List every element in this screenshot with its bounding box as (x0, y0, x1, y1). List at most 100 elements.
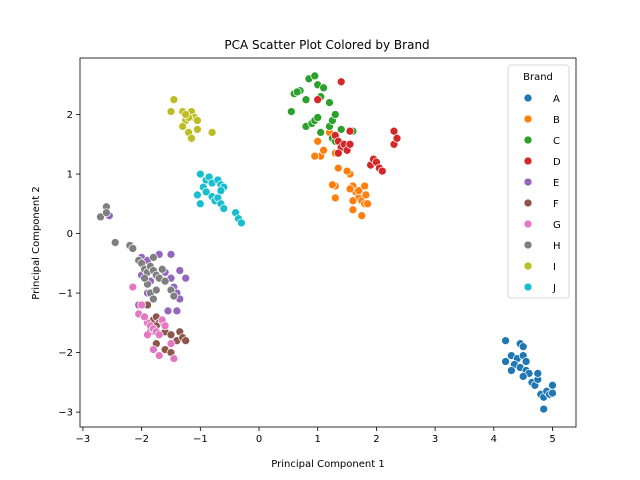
point-brand-c-8 (319, 83, 328, 93)
point-brand-i-8 (178, 122, 188, 131)
point-brand-d-0 (313, 95, 323, 105)
point-brand-e-6 (181, 273, 191, 283)
legend-label-i: I (553, 262, 556, 273)
point-brand-f-10 (181, 336, 191, 346)
legend-marker-g (523, 219, 533, 229)
y-axis-label: Principal Component 2 (31, 186, 42, 299)
point-brand-g-0 (128, 282, 138, 292)
x-tick-label-1: 1 (315, 434, 321, 445)
point-brand-j-0 (195, 169, 205, 179)
point-brand-d-17 (333, 148, 343, 158)
legend-label-c: C (553, 136, 560, 147)
point-brand-i-6 (193, 116, 202, 125)
point-brand-d-13 (377, 166, 387, 176)
y-tick-label-0: 0 (67, 229, 73, 240)
point-brand-b-8 (330, 193, 340, 203)
x-tick-label-2: 2 (373, 434, 379, 445)
point-brand-c-0 (286, 107, 296, 116)
point-brand-h-2 (102, 208, 111, 218)
point-brand-a-24 (507, 366, 516, 375)
point-brand-g-2 (137, 300, 146, 310)
point-brand-c-5 (310, 71, 320, 81)
point-brand-g-7 (154, 330, 164, 340)
point-brand-b-0 (313, 136, 323, 146)
point-brand-b-24 (342, 166, 352, 176)
point-brand-h-5 (128, 244, 138, 253)
x-tick-label-3: 3 (432, 434, 438, 445)
point-brand-e-12 (172, 306, 182, 316)
x-tick-label--2: −2 (134, 434, 149, 445)
legend-label-g: G (553, 220, 561, 231)
point-brand-e-13 (163, 306, 173, 316)
legend-marker-b (523, 114, 533, 124)
legend-marker-c (523, 135, 533, 145)
point-brand-c-22 (325, 98, 334, 107)
legend-marker-j (523, 282, 533, 292)
chart-title: PCA Scatter Plot Colored by Brand (224, 38, 429, 52)
legend-label-e: E (553, 178, 559, 189)
point-brand-b-25 (310, 151, 320, 161)
point-brand-e-4 (166, 250, 176, 259)
point-brand-d-6 (345, 139, 355, 149)
x-tick-label-0: 0 (256, 434, 262, 445)
point-brand-h-23 (160, 276, 170, 286)
x-axis-label: Principal Component 1 (271, 459, 384, 470)
point-brand-j-18 (237, 218, 246, 228)
point-brand-g-11 (154, 351, 164, 360)
legend-label-f: F (553, 199, 559, 210)
point-brand-h-18 (151, 285, 161, 295)
x-tick-label-4: 4 (491, 434, 497, 445)
legend-marker-d (523, 156, 533, 166)
legend-label-h: H (553, 241, 561, 252)
legend-marker-h (523, 240, 533, 250)
legend-marker-e (523, 177, 533, 187)
point-brand-h-14 (157, 264, 167, 274)
y-tick-label-1: 1 (67, 170, 73, 181)
point-brand-c-3 (301, 95, 311, 105)
point-brand-c-16 (330, 110, 340, 119)
point-brand-g-12 (166, 339, 176, 349)
point-brand-i-1 (166, 107, 176, 116)
legend-label-d: D (553, 157, 561, 168)
legend-marker-f (523, 198, 533, 208)
y-tick-label--1: −1 (58, 289, 73, 300)
point-brand-b-22 (345, 184, 355, 194)
y-tick-label-2: 2 (67, 110, 73, 121)
point-brand-b-23 (348, 196, 358, 206)
point-brand-i-0 (169, 95, 179, 105)
point-brand-a-11 (518, 372, 528, 381)
x-axis-ticks: −3 −2 −1 0 1 2 3 4 5 (76, 427, 556, 445)
point-brand-f-6 (166, 330, 176, 340)
point-brand-a-20 (548, 388, 557, 398)
plot-area-frame (79, 57, 577, 428)
point-brand-c-12 (313, 113, 323, 122)
point-brand-h-3 (110, 238, 120, 247)
point-brand-b-16 (363, 199, 372, 209)
point-brand-j-19 (216, 186, 226, 196)
point-brand-h-21 (140, 273, 149, 283)
legend-marker-a (523, 93, 533, 103)
point-brand-g-15 (140, 312, 149, 322)
legend-label-b: B (553, 115, 560, 126)
x-tick-label-5: 5 (549, 434, 555, 445)
point-brand-j-14 (195, 199, 205, 209)
x-tick-label--1: −1 (193, 434, 208, 445)
point-brand-g-14 (143, 330, 152, 340)
point-brand-d-7 (345, 126, 355, 136)
point-brand-b-17 (357, 211, 367, 221)
point-brand-a-6 (521, 357, 531, 366)
point-brand-a-19 (548, 380, 557, 390)
legend-title: Brand (523, 72, 553, 83)
point-brand-a-22 (533, 369, 543, 378)
point-brand-d-8 (336, 77, 346, 87)
y-axis-ticks: −3 −2 −1 0 1 2 (58, 110, 80, 419)
point-brand-b-21 (361, 190, 371, 200)
point-brand-b-2 (319, 145, 328, 155)
point-brand-b-18 (348, 205, 358, 215)
legend-marker-i (523, 261, 533, 271)
point-brand-d-16 (392, 133, 402, 143)
point-brand-b-5 (333, 163, 343, 173)
x-tick-label--3: −3 (76, 434, 91, 445)
point-brand-a-21 (539, 404, 549, 414)
